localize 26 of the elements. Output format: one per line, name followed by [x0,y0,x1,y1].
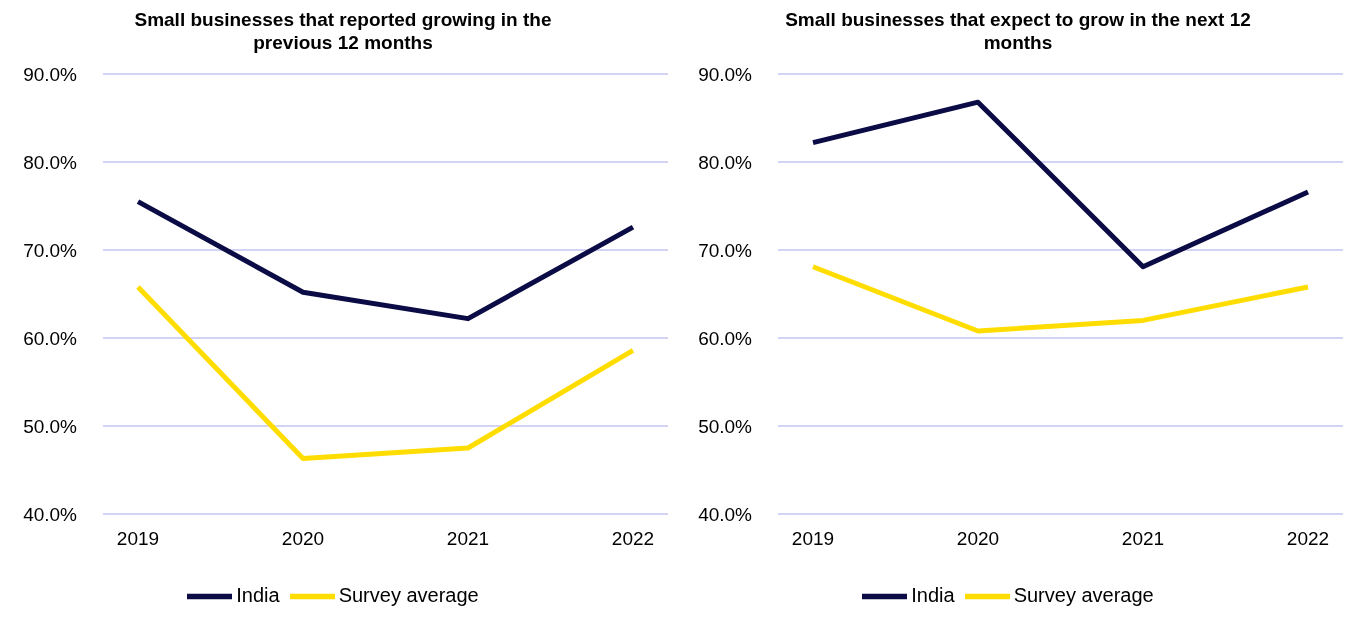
x-tick-label: 2019 [116,528,160,550]
y-tick-label: 70.0% [23,239,78,261]
x-tick-label: 2022 [611,528,655,550]
y-tick-label: 60.0% [23,327,78,349]
y-tick-label: 50.0% [23,415,78,437]
legend-label: Survey average [1013,583,1154,606]
x-tick-label: 2019 [791,528,835,550]
y-tick-label: 70.0% [698,239,753,261]
chart-title: Small businesses that expect to grow in the next 12 months [784,8,1252,54]
y-tick-label: 40.0% [23,503,78,525]
x-tick-label: 2021 [446,528,490,550]
x-tick-label: 2021 [1121,528,1165,550]
y-tick-label: 60.0% [698,327,753,349]
x-tick-label: 2020 [281,528,325,550]
legend-label: Survey average [338,583,479,606]
y-tick-label: 50.0% [698,415,753,437]
chart-title: Small businesses that reported growing in the previous 12 months [133,8,553,54]
y-tick-label: 90.0% [23,63,78,85]
legend-label: India [911,583,955,606]
y-tick-label: 90.0% [698,63,753,85]
x-tick-label: 2022 [1286,528,1330,550]
y-tick-label: 80.0% [23,151,78,173]
y-tick-label: 40.0% [698,503,753,525]
x-tick-label: 2020 [956,528,1000,550]
y-tick-label: 80.0% [698,151,753,173]
legend-label: India [236,583,280,606]
